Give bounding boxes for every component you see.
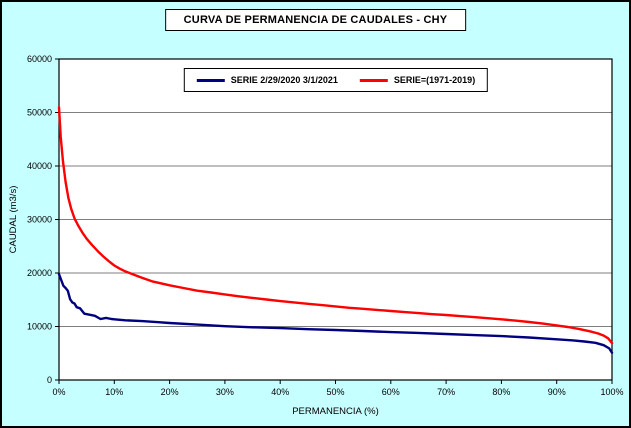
x-tick-label: 100% [600,387,623,397]
y-tick-label: 40000 [27,161,52,171]
x-tick-label: 0% [52,387,65,397]
legend-label: SERIE 2/29/2020 3/1/2021 [230,75,338,85]
x-tick-label: 70% [437,387,455,397]
y-tick-label: 20000 [27,268,52,278]
chart-title: CURVA DE PERMANENCIA DE CAUDALES - CHY [164,9,467,31]
x-tick-label: 50% [326,387,344,397]
legend-label: SERIE=(1971-2019) [393,75,476,85]
x-tick-label: 40% [271,387,289,397]
y-tick-label: 60000 [27,54,52,64]
legend-line-sample-blue [196,78,225,82]
x-tick-label: 30% [216,387,234,397]
y-tick-label: 10000 [27,322,52,332]
x-tick-label: 60% [382,387,400,397]
series-line-1 [57,105,614,345]
x-tick-label: 90% [548,387,566,397]
y-tick-label: 50000 [27,108,52,118]
series-line-0 [57,272,614,354]
y-axis-title: CAUDAL (m3/s) [8,186,19,254]
legend-line-sample-red [359,78,388,82]
chart-legend: SERIE 2/29/2020 3/1/2021 SERIE=(1971-201… [183,68,489,92]
x-tick-label: 10% [105,387,123,397]
x-axis-title: PERMANENCIA (%) [292,406,379,417]
y-tick-label: 30000 [27,215,52,225]
x-tick-label: 20% [161,387,179,397]
legend-entry-serie-2020-2021: SERIE 2/29/2020 3/1/2021 [196,75,338,85]
y-tick-label: 0 [47,375,52,385]
legend-entry-serie-1971-2019: SERIE=(1971-2019) [359,75,476,85]
x-tick-label: 80% [492,387,510,397]
